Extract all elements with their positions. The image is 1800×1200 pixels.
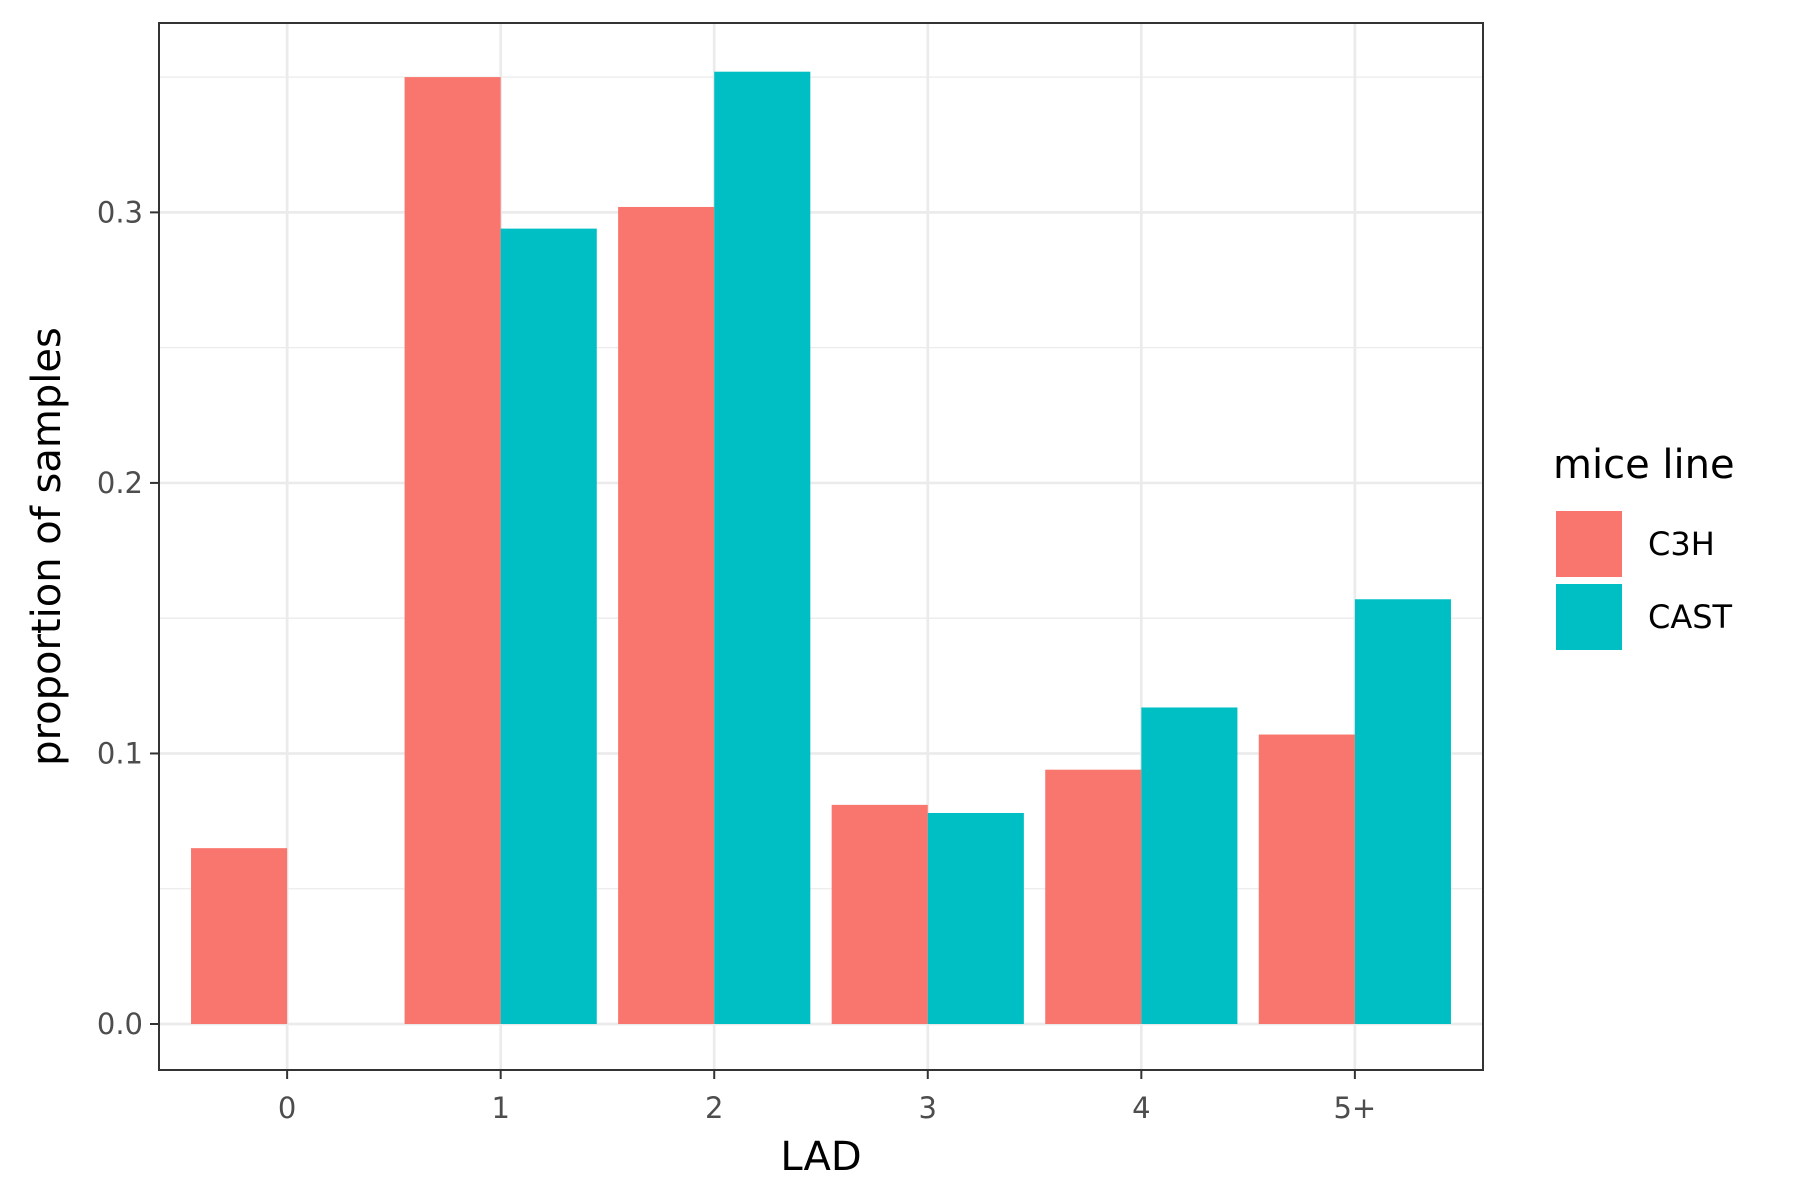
y-tick-label: 0.0 (97, 1007, 143, 1041)
bar-c3h-1 (404, 77, 501, 1025)
bar-c3h-4 (1045, 769, 1142, 1025)
legend-title: mice line (1553, 442, 1735, 488)
x-tick-label: 2 (705, 1091, 723, 1125)
bar-cast-1 (500, 228, 597, 1025)
bar-cast-3 (927, 812, 1024, 1025)
bar-c3h-3 (831, 804, 928, 1025)
panel-border (158, 22, 1484, 1071)
legend: mice line C3H CAST (1553, 442, 1735, 650)
y-tick-label: 0.1 (97, 736, 143, 770)
axes: 0.0 0.1 0.2 0.3 0 1 2 3 4 5+ (97, 195, 1376, 1125)
legend-items: C3H CAST (1556, 511, 1733, 650)
x-tick-label: 1 (491, 1091, 509, 1125)
legend-swatch-cast (1556, 584, 1622, 650)
y-tick-label: 0.2 (97, 466, 143, 500)
bar-cast-5plus (1354, 599, 1451, 1025)
bar-cast-2 (714, 71, 811, 1025)
x-tick-label: 3 (919, 1091, 937, 1125)
legend-label-c3h: C3H (1648, 525, 1715, 563)
bar-c3h-2 (618, 206, 715, 1025)
x-axis-title: LAD (780, 1134, 861, 1180)
bar-c3h-5plus (1258, 734, 1355, 1025)
legend-swatch-c3h (1556, 511, 1622, 577)
y-tick-label: 0.3 (97, 195, 143, 229)
bars (191, 71, 1451, 1025)
bar-c3h-0 (191, 848, 288, 1025)
y-axis-title: proportion of samples (24, 327, 70, 766)
x-tick-label: 0 (278, 1091, 296, 1125)
legend-label-cast: CAST (1648, 598, 1733, 636)
x-tick-label: 4 (1132, 1091, 1150, 1125)
bar-cast-4 (1141, 707, 1238, 1025)
x-tick-label: 5+ (1333, 1091, 1376, 1125)
panel-frame (158, 22, 1484, 1071)
